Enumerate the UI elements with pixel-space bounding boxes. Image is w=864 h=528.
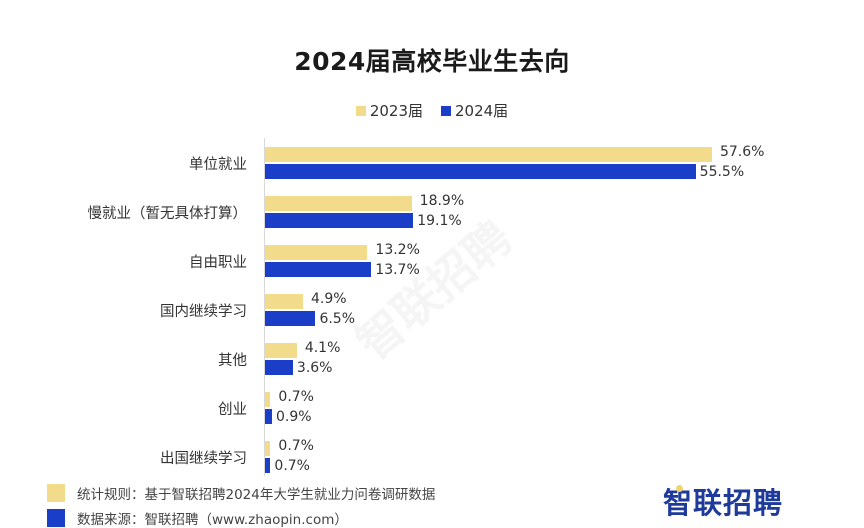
value-label: 55.5% (699, 164, 745, 180)
category-label: 单位就业 (189, 157, 247, 173)
bar-2024届 (265, 213, 414, 228)
footer-rule-swatch (47, 484, 65, 502)
chart-title: 2024届高校毕业生去向 (294, 47, 570, 76)
value-label: 18.9% (419, 193, 465, 209)
legend-item-2024: 2024届 (441, 100, 508, 121)
value-label: 19.1% (417, 213, 462, 229)
value-label: 13.7% (375, 262, 420, 278)
footer-source-note: 数据来源：智联招聘（www.zhaopin.com） (47, 508, 348, 528)
value-label: 4.9% (311, 291, 347, 307)
bar-2024届 (265, 262, 372, 277)
value-label: 6.5% (319, 311, 356, 327)
bar-2024届 (265, 458, 271, 473)
legend-swatch-2023 (355, 105, 366, 116)
category-label: 自由职业 (189, 255, 247, 271)
bar-2023届 (265, 147, 712, 162)
category-label: 国内继续学习 (160, 304, 247, 320)
bar-2024届 (265, 311, 316, 326)
value-label: 4.1% (304, 340, 341, 356)
bar-2023届 (265, 392, 271, 407)
bar-2023届 (265, 441, 271, 456)
bar-2023届 (265, 343, 297, 358)
legend-label-2023: 2023届 (369, 102, 423, 120)
legend-label-2024: 2024届 (455, 102, 509, 120)
brand-logo: 智联招聘 (663, 486, 784, 520)
category-label: 其他 (218, 353, 247, 369)
value-label: 0.7% (278, 438, 314, 454)
category-label: 创业 (218, 402, 247, 418)
brand-logo-dot-icon (676, 485, 683, 492)
value-label: 3.6% (296, 360, 333, 376)
chart-legend: 2023届 2024届 (0, 100, 864, 121)
bar-2024届 (265, 164, 696, 179)
value-label: 0.7% (278, 389, 314, 405)
footer-source-text: 数据来源：智联招聘（www.zhaopin.com） (77, 512, 348, 528)
value-label: 57.6% (719, 144, 765, 160)
bar-2023届 (265, 196, 412, 211)
bar-2023届 (265, 245, 368, 260)
bar-2024届 (265, 409, 272, 424)
category-label: 慢就业（暂无具体打算） (87, 206, 248, 222)
footer-source-swatch (47, 509, 65, 527)
legend-swatch-2024 (441, 105, 451, 116)
y-axis-line (264, 138, 265, 476)
footer-rule-text: 统计规则：基于智联招聘2024年大学生就业力问卷调研数据 (77, 487, 436, 503)
value-label: 0.7% (274, 458, 310, 474)
footer-rule-note: 统计规则：基于智联招聘2024年大学生就业力问卷调研数据 (47, 483, 435, 503)
value-label: 13.2% (375, 242, 420, 258)
legend-item-2023: 2023届 (355, 100, 423, 121)
category-label: 出国继续学习 (160, 451, 247, 467)
value-label: 0.9% (275, 409, 312, 425)
bar-2023届 (265, 294, 304, 309)
bar-2024届 (265, 360, 293, 375)
